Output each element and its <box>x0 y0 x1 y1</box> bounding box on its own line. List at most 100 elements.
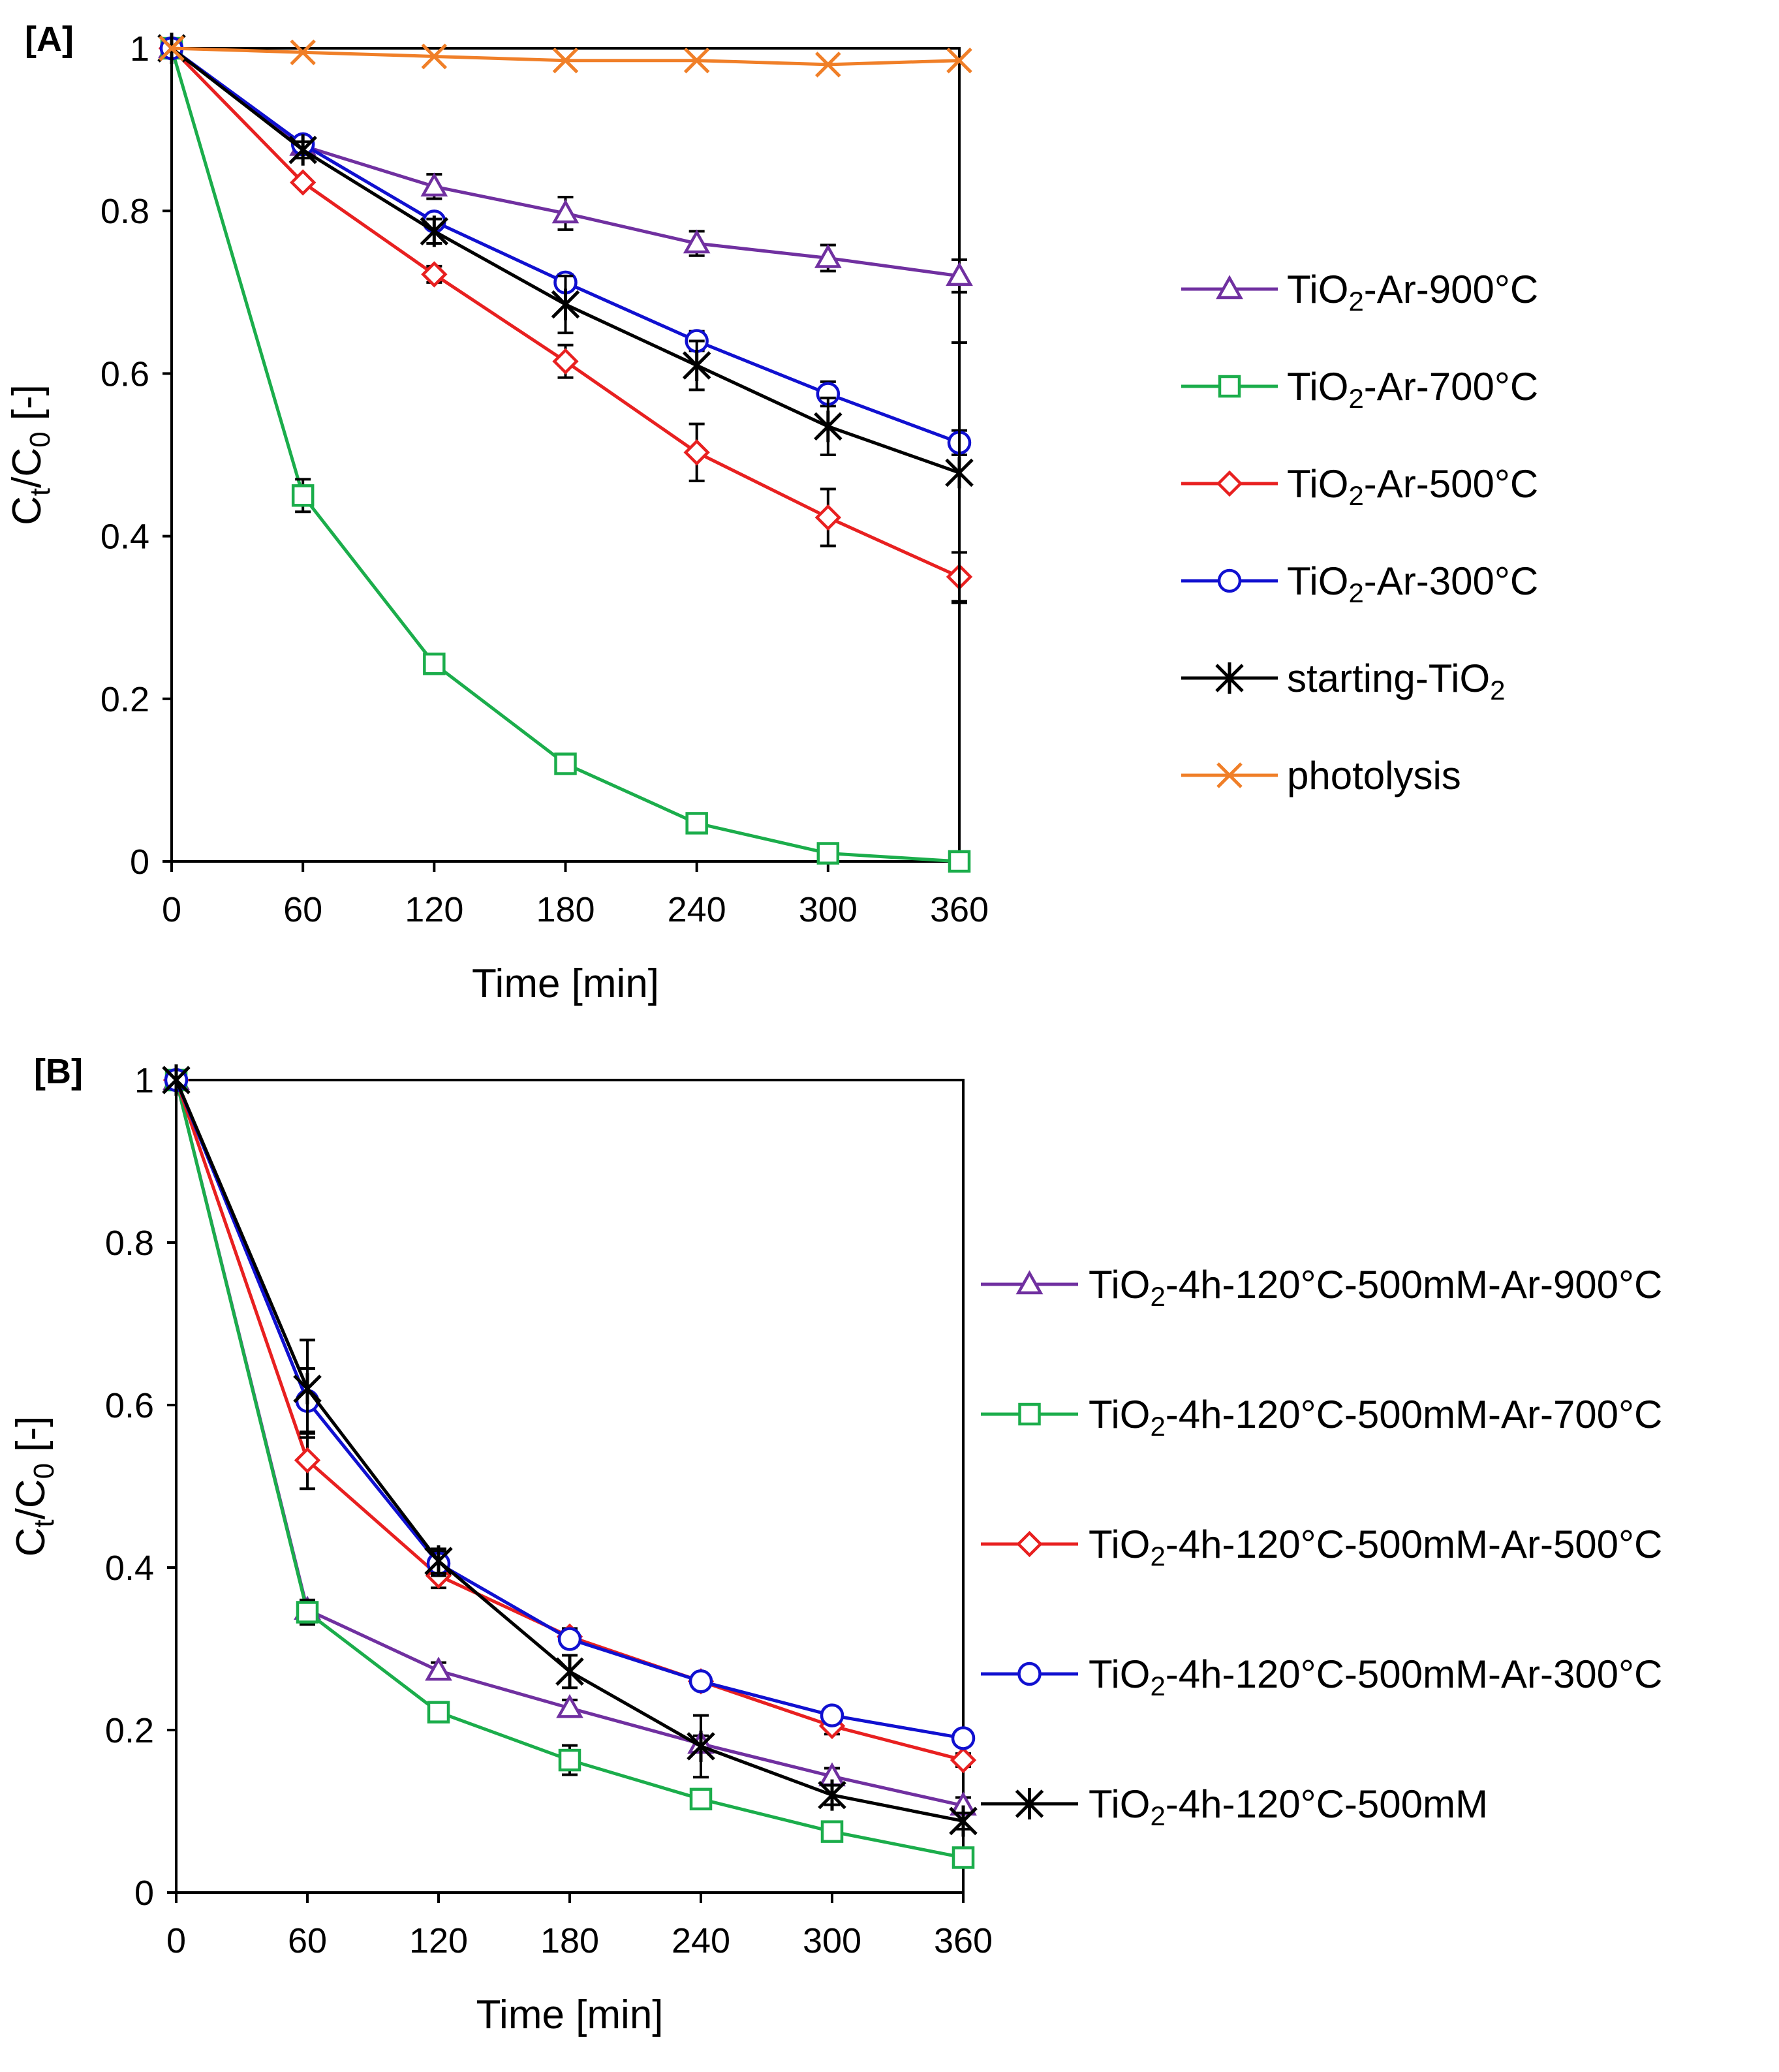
data-point <box>945 457 974 489</box>
x-axis-title: Time [min] <box>476 1992 663 2037</box>
data-point <box>951 1726 976 1750</box>
panel-label: [B] <box>34 1052 83 1091</box>
data-point <box>818 1779 846 1811</box>
legend-label: starting-TiO2 <box>1287 657 1506 705</box>
legend-marker <box>1216 275 1243 300</box>
data-point <box>551 288 580 320</box>
x-tick-label: 360 <box>934 1921 993 1960</box>
legend-label: TiO2-4h-120°C-500mM <box>1089 1782 1488 1831</box>
data-point <box>424 1545 453 1577</box>
data-point <box>294 1447 321 1474</box>
data-point <box>289 169 317 196</box>
x-tick-label: 60 <box>283 890 322 929</box>
series-1 <box>164 1068 975 1869</box>
x-tick-label: 60 <box>288 1921 327 1960</box>
data-point <box>290 39 316 65</box>
data-point <box>427 1701 450 1724</box>
legend-entry-1: TiO2-4h-120°C-500mM-Ar-700°C <box>981 1393 1662 1442</box>
series-5 <box>159 35 972 78</box>
legend-label: TiO2-Ar-900°C <box>1287 268 1538 317</box>
series-line <box>174 1079 964 1859</box>
data-point <box>296 1601 319 1624</box>
data-point <box>423 652 446 675</box>
series-line <box>170 46 960 444</box>
legend-marker <box>1018 1402 1041 1426</box>
data-point <box>946 262 973 286</box>
data-point <box>682 349 711 381</box>
data-point <box>551 199 580 224</box>
x-tick-label: 300 <box>803 1921 861 1960</box>
legend-entry-1: TiO2-Ar-700°C <box>1181 365 1538 414</box>
chart-panel-b: [B] 0 0.2 0.4 0.6 0.8 1 0 60 120 180 240 300 360 Time … <box>8 1052 1662 2037</box>
y-tick-label: 0.8 <box>101 192 149 231</box>
y-axis-title: Ct/C0 [-] <box>5 384 56 525</box>
y-tick-label: 0.8 <box>105 1224 154 1263</box>
x-tick-label: 240 <box>668 890 726 929</box>
legend-entry-4: TiO2-4h-120°C-500mM <box>981 1782 1488 1831</box>
data-point <box>683 439 710 466</box>
data-point <box>688 1669 713 1693</box>
legend-entry-0: TiO2-Ar-900°C <box>1181 268 1538 317</box>
data-point <box>552 348 579 375</box>
data-point <box>556 1693 583 1718</box>
y-axis-title: Ct/C0 [-] <box>8 1416 60 1557</box>
data-point <box>683 47 710 74</box>
x-tick-label: 180 <box>536 890 595 929</box>
data-point <box>820 1703 844 1727</box>
data-point <box>689 1787 713 1811</box>
chart-panel-a: [A] 0 0.2 0.4 0.6 0.8 1 0 60 120 180 240 300 360 Time … <box>5 20 1538 1006</box>
series-0 <box>162 1066 977 1816</box>
legend-entry-3: TiO2-4h-120°C-500mM-Ar-300°C <box>981 1652 1662 1701</box>
data-point <box>951 1846 975 1869</box>
x-tick-label: 300 <box>799 890 858 929</box>
data-point <box>291 484 315 507</box>
data-point <box>420 172 448 197</box>
data-point <box>814 243 842 268</box>
data-point <box>421 261 448 288</box>
y-tick-label: 0 <box>134 1874 154 1913</box>
data-point <box>288 134 317 166</box>
data-point <box>552 47 579 74</box>
data-point <box>948 850 971 873</box>
x-tick-label: 0 <box>162 890 181 929</box>
y-tick-label: 0.2 <box>105 1711 154 1750</box>
series-3 <box>159 36 972 456</box>
y-tick-label: 1 <box>130 29 149 69</box>
legend-marker <box>1217 568 1242 593</box>
series-4 <box>157 33 974 604</box>
data-point <box>685 812 708 835</box>
legend-marker <box>1215 662 1244 694</box>
panel-label: [A] <box>25 20 74 59</box>
data-point <box>159 35 185 61</box>
data-point <box>162 1064 191 1096</box>
y-tick-label: 0 <box>130 843 149 882</box>
series-4 <box>162 1064 978 1837</box>
data-point <box>554 752 577 775</box>
legend-marker <box>1017 1662 1042 1686</box>
legend-label: TiO2-Ar-300°C <box>1287 559 1538 608</box>
data-point <box>816 842 840 865</box>
data-point <box>949 1805 978 1837</box>
data-point <box>687 1730 715 1762</box>
legend-label: TiO2-4h-120°C-500mM-Ar-700°C <box>1089 1393 1662 1442</box>
legend-entry-5: photolysis <box>1181 754 1461 797</box>
y-tick-label: 0.6 <box>101 354 149 394</box>
data-point <box>814 504 842 531</box>
data-point <box>946 47 972 74</box>
y-tick-label: 1 <box>134 1061 154 1100</box>
y-tick-label: 0.4 <box>101 518 149 557</box>
data-point <box>950 1746 977 1774</box>
legend-marker <box>1015 1270 1044 1295</box>
data-point <box>557 1627 582 1651</box>
legend-entry-4: starting-TiO2 <box>1181 657 1506 705</box>
x-tick-label: 120 <box>409 1921 468 1960</box>
y-tick-label: 0.6 <box>105 1386 154 1425</box>
legend-entry-2: TiO2-4h-120°C-500mM-Ar-500°C <box>981 1523 1662 1571</box>
x-tick-label: 180 <box>540 1921 599 1960</box>
data-point <box>293 1373 322 1405</box>
legend-entry-3: TiO2-Ar-300°C <box>1181 559 1538 608</box>
data-point <box>425 1656 452 1681</box>
legend-marker <box>1016 1530 1043 1558</box>
data-point <box>815 52 841 78</box>
legend-marker <box>1015 1788 1044 1819</box>
